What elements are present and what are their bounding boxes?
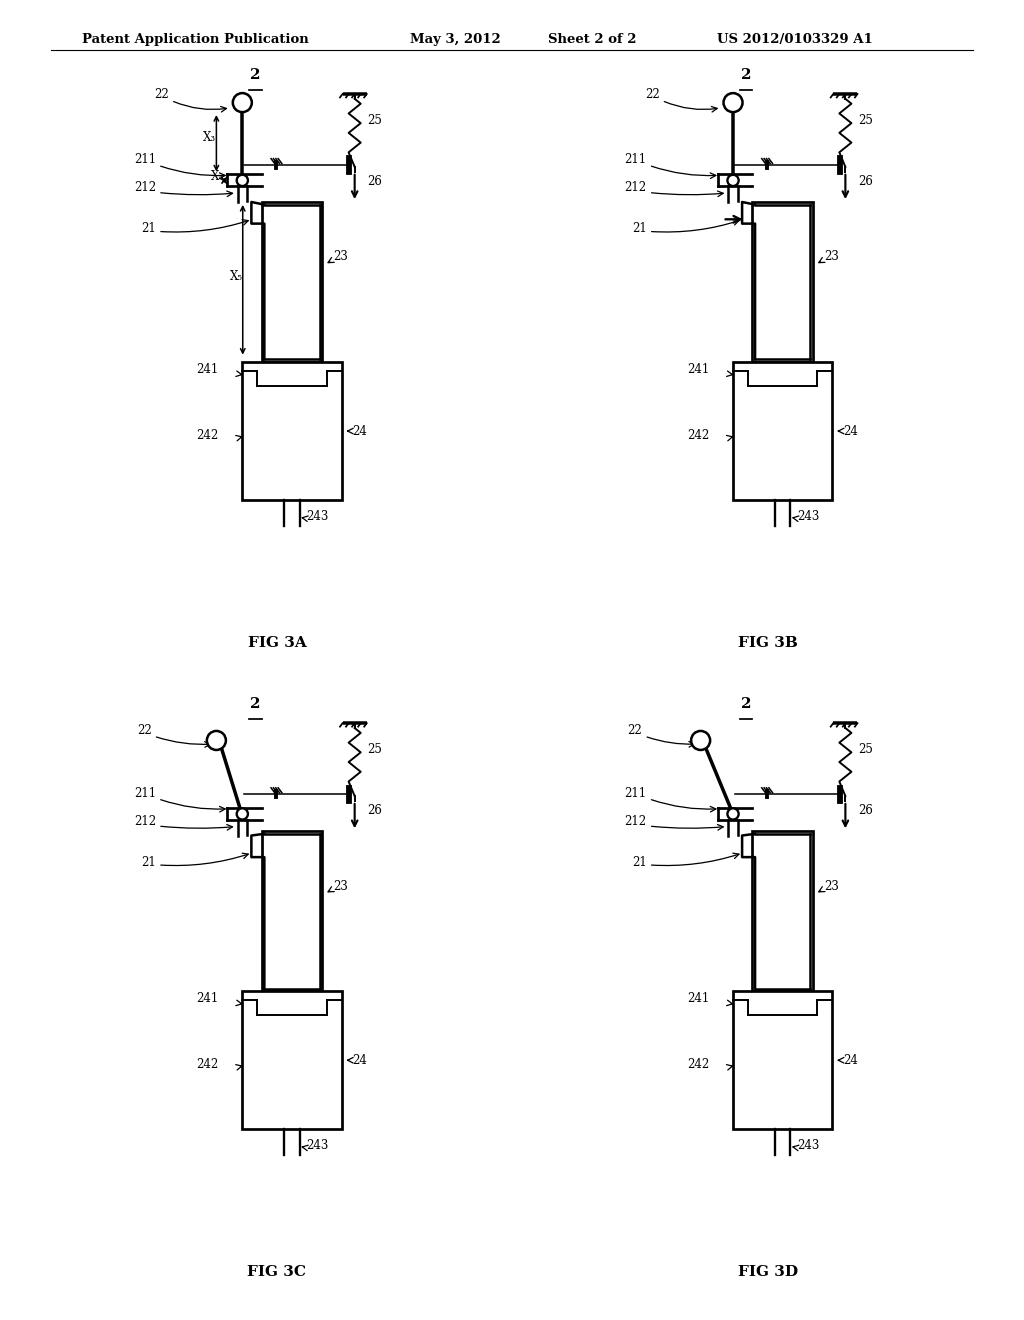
Text: 21: 21: [141, 222, 156, 235]
Circle shape: [727, 174, 738, 186]
Text: 212: 212: [625, 181, 646, 194]
Text: FIG 3C: FIG 3C: [248, 1265, 306, 1279]
FancyBboxPatch shape: [243, 991, 342, 1130]
Text: 241: 241: [687, 991, 710, 1005]
Circle shape: [237, 174, 248, 186]
Text: 242: 242: [197, 429, 218, 442]
Text: 25: 25: [858, 115, 873, 127]
Text: 211: 211: [134, 153, 156, 166]
Text: 241: 241: [197, 991, 218, 1005]
Text: 24: 24: [352, 1053, 368, 1067]
Text: 22: 22: [137, 723, 152, 737]
Circle shape: [727, 808, 738, 820]
Text: 24: 24: [352, 425, 368, 437]
Text: Patent Application Publication: Patent Application Publication: [82, 33, 308, 46]
Text: Sheet 2 of 2: Sheet 2 of 2: [548, 33, 636, 46]
Text: 243: 243: [797, 510, 819, 523]
Text: 21: 21: [632, 222, 646, 235]
Text: 21: 21: [632, 855, 646, 869]
Text: 242: 242: [687, 1057, 710, 1071]
Text: 23: 23: [823, 251, 839, 264]
Circle shape: [691, 731, 710, 750]
FancyBboxPatch shape: [733, 362, 833, 500]
Text: 25: 25: [858, 743, 873, 756]
Text: X₄: X₄: [211, 170, 224, 183]
Text: 2: 2: [740, 697, 752, 711]
Text: 25: 25: [368, 743, 383, 756]
Text: 241: 241: [197, 363, 218, 376]
Text: 242: 242: [197, 1057, 218, 1071]
Text: 241: 241: [687, 363, 710, 376]
Text: 26: 26: [368, 804, 383, 817]
Text: 21: 21: [141, 855, 156, 869]
FancyBboxPatch shape: [262, 832, 323, 991]
Circle shape: [237, 808, 248, 820]
Text: 2: 2: [250, 67, 260, 82]
Text: US 2012/0103329 A1: US 2012/0103329 A1: [717, 33, 872, 46]
Text: X₅: X₅: [229, 269, 243, 282]
Text: 212: 212: [134, 814, 156, 828]
Text: 26: 26: [858, 174, 873, 187]
Text: FIG 3D: FIG 3D: [737, 1265, 798, 1279]
Text: 23: 23: [333, 879, 348, 892]
Text: 2: 2: [740, 67, 752, 82]
FancyBboxPatch shape: [243, 362, 342, 500]
Text: X₃: X₃: [203, 131, 216, 144]
Text: 243: 243: [306, 1139, 329, 1152]
Text: FIG 3B: FIG 3B: [737, 636, 798, 649]
Text: 22: 22: [154, 88, 169, 102]
Text: 22: 22: [645, 88, 659, 102]
Text: 212: 212: [134, 181, 156, 194]
Text: 2: 2: [250, 697, 260, 711]
FancyBboxPatch shape: [733, 991, 833, 1130]
FancyBboxPatch shape: [262, 202, 323, 362]
Text: 211: 211: [625, 787, 646, 800]
Text: May 3, 2012: May 3, 2012: [410, 33, 501, 46]
Text: 211: 211: [134, 787, 156, 800]
Text: 24: 24: [843, 1053, 858, 1067]
Text: 24: 24: [843, 425, 858, 437]
Text: 211: 211: [625, 153, 646, 166]
FancyBboxPatch shape: [753, 202, 813, 362]
Text: 23: 23: [333, 251, 348, 264]
FancyBboxPatch shape: [753, 832, 813, 991]
Text: 26: 26: [858, 804, 873, 817]
Circle shape: [724, 94, 742, 112]
Text: 23: 23: [823, 879, 839, 892]
Text: 26: 26: [368, 174, 383, 187]
Text: 25: 25: [368, 115, 383, 127]
Text: 242: 242: [687, 429, 710, 442]
Text: 22: 22: [628, 723, 642, 737]
Text: 212: 212: [625, 814, 646, 828]
Text: FIG 3A: FIG 3A: [248, 636, 306, 649]
Circle shape: [232, 94, 252, 112]
Text: 243: 243: [797, 1139, 819, 1152]
Circle shape: [207, 731, 226, 750]
Text: 243: 243: [306, 510, 329, 523]
